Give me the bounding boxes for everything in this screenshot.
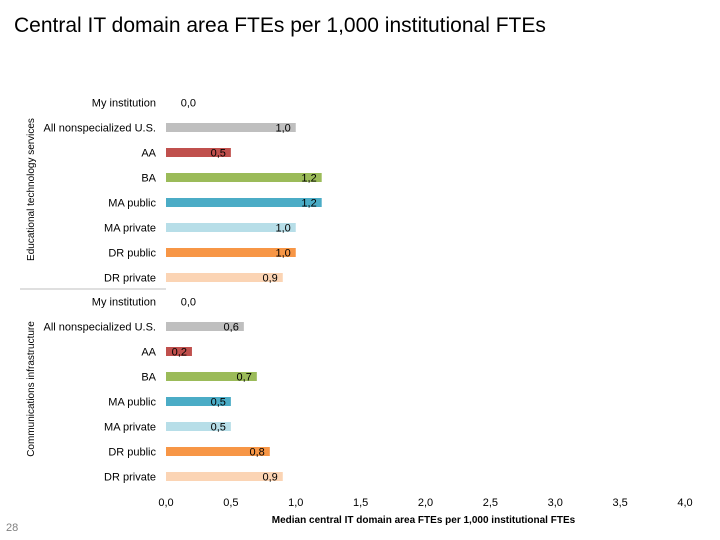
x-axis-title: Median central IT domain area FTEs per 1… (272, 515, 576, 526)
value-label: 0,0 (181, 98, 196, 110)
value-label: 1,2 (301, 173, 316, 185)
category-label: AA (141, 148, 156, 160)
x-tick-label: 0,5 (223, 497, 238, 509)
bar (166, 372, 257, 381)
x-tick-label: 1,5 (353, 497, 368, 509)
bar (166, 198, 322, 207)
value-label: 0,2 (172, 347, 187, 359)
category-label: All nonspecialized U.S. (43, 123, 156, 135)
page-number: 28 (6, 522, 19, 534)
x-tick-label: 4,0 (677, 497, 692, 509)
category-label: MA private (104, 223, 156, 235)
category-label: BA (141, 173, 156, 185)
x-tick-label: 2,0 (418, 497, 433, 509)
x-tick-label: 3,0 (548, 497, 563, 509)
category-label: All nonspecialized U.S. (43, 322, 156, 334)
category-label: BA (141, 372, 156, 384)
category-label: MA public (108, 397, 156, 409)
bar (166, 322, 244, 331)
value-label: 0,8 (250, 447, 265, 459)
bar (166, 273, 283, 282)
bar (166, 173, 322, 182)
value-label: 0,5 (211, 148, 226, 160)
value-label: 1,2 (301, 198, 316, 210)
value-label: 0,7 (237, 372, 252, 384)
group-label: Communications infrastructure (26, 321, 37, 457)
bar (166, 397, 231, 406)
category-label: DR public (108, 447, 156, 459)
category-label: My institution (92, 297, 156, 309)
value-label: 0,0 (181, 297, 196, 309)
value-label: 1,0 (275, 123, 290, 135)
bar (166, 248, 296, 257)
value-label: 1,0 (275, 223, 290, 235)
category-label: DR private (104, 472, 156, 484)
x-tick-label: 3,5 (612, 497, 627, 509)
category-label: DR private (104, 273, 156, 285)
x-tick-label: 1,0 (288, 497, 303, 509)
value-label: 1,0 (275, 248, 290, 260)
value-label: 0,6 (224, 322, 239, 334)
bar (166, 422, 231, 431)
bar (166, 472, 283, 481)
category-label: MA public (108, 198, 156, 210)
category-label: DR public (108, 248, 156, 260)
category-label: My institution (92, 98, 156, 110)
bar (166, 447, 270, 456)
value-label: 0,5 (211, 397, 226, 409)
x-tick-label: 2,5 (483, 497, 498, 509)
value-label: 0,5 (211, 422, 226, 434)
value-label: 0,9 (262, 273, 277, 285)
slide-title: Central IT domain area FTEs per 1,000 in… (14, 14, 546, 37)
category-label: AA (141, 347, 156, 359)
bar (166, 148, 231, 157)
value-label: 0,9 (262, 472, 277, 484)
bar (166, 123, 296, 132)
bar (166, 347, 192, 356)
category-label: MA private (104, 422, 156, 434)
x-tick-label: 0,0 (158, 497, 173, 509)
group-label: Educational technology services (26, 118, 37, 261)
bar (166, 223, 296, 232)
